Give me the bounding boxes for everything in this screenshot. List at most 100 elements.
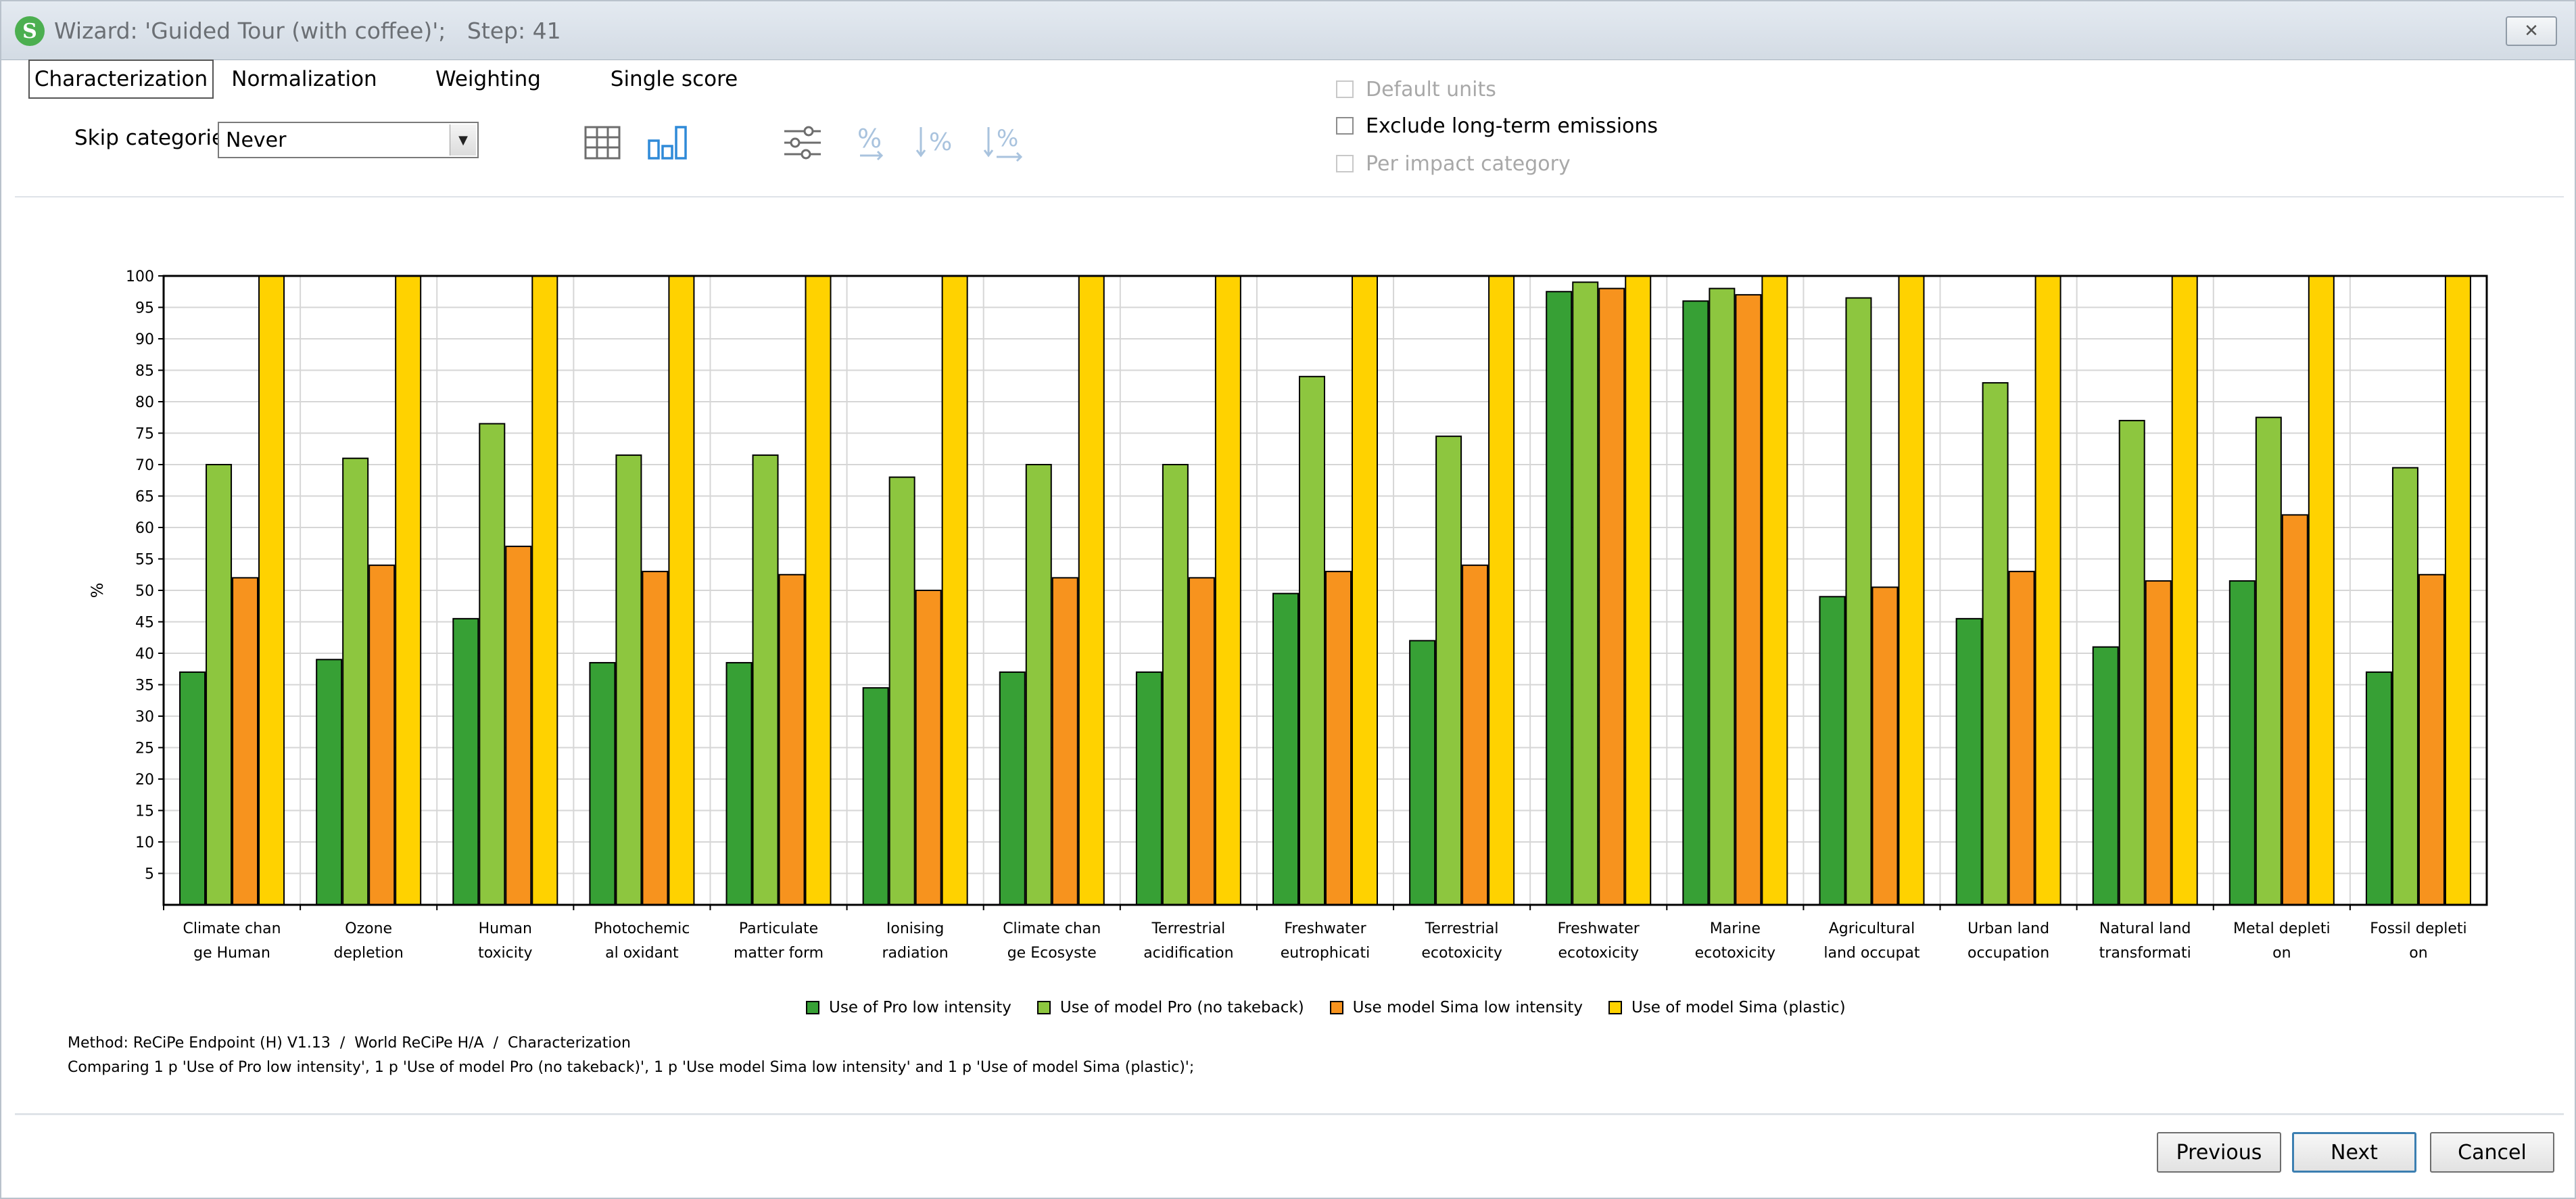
bar-1-1 (179, 671, 206, 906)
bar-1-14 (1955, 617, 1982, 906)
bar-1-10 (1409, 640, 1436, 906)
sliders-icon[interactable] (780, 120, 825, 165)
legend-swatch-s2 (1036, 1001, 1051, 1014)
plot-frame (162, 275, 2488, 906)
default-units-checkbox[interactable]: Default units (1336, 76, 1496, 103)
default-units-label: Default units (1366, 77, 1496, 101)
bar-3-12 (1735, 293, 1762, 906)
x-tick-label: on (2409, 945, 2427, 962)
bar-2-15 (2118, 419, 2145, 906)
x-tick-label: land occupat (1823, 945, 1920, 962)
bar-3-9 (1325, 571, 1352, 906)
svg-text:%: % (929, 128, 952, 156)
bar-3-5 (778, 573, 805, 906)
previous-button[interactable]: Previous (2157, 1132, 2281, 1173)
skip-categories-select[interactable]: Never ▼ (218, 122, 479, 158)
chevron-down-icon[interactable]: ▼ (450, 124, 476, 156)
comparing-info: Comparing 1 p 'Use of Pro low intensity'… (68, 1059, 1195, 1076)
per-impact-category-checkbox[interactable]: Per impact category (1336, 150, 1571, 177)
x-tick-label: Climate chan (1003, 920, 1101, 937)
tab-characterization[interactable]: Characterization (28, 60, 214, 99)
legend-item-s3: Use model Sima low intensity (1329, 999, 1583, 1016)
bar-2-7 (1025, 464, 1052, 906)
bar-4-2 (395, 275, 422, 906)
x-tick-label: Freshwater (1558, 920, 1640, 937)
app-logo-icon: S (15, 16, 45, 46)
bar-1-12 (1682, 300, 1709, 906)
percent-icon[interactable]: % (849, 120, 894, 165)
bar-2-1 (206, 464, 233, 906)
bar-1-6 (862, 687, 889, 906)
svg-text:%: % (857, 124, 882, 154)
characterization-bar-chart: 5 10 15 20 25 30 35 40 45 50 55 60 65 70 75 80 85 90 95 100… (88, 268, 2488, 962)
y-tick-label: 15 (135, 803, 154, 820)
bar-2-14 (1982, 382, 2009, 906)
y-tick-label: 25 (135, 740, 154, 757)
y-tick-label: 90 (135, 331, 154, 348)
next-button[interactable]: Next (2292, 1132, 2416, 1173)
bar-2-2 (342, 457, 369, 906)
tab-weighting[interactable]: Weighting (435, 67, 541, 91)
y-tick-label: 95 (135, 300, 154, 317)
y-axis-label: % (88, 583, 107, 598)
bar-3-1 (232, 577, 259, 906)
exclude-long-term-checkbox[interactable]: Exclude long-term emissions (1336, 112, 1658, 139)
previous-button-label: Previous (2176, 1140, 2262, 1165)
y-tick-label: 55 (135, 552, 154, 569)
y-tick-label: 70 (135, 457, 154, 474)
bar-4-10 (1488, 275, 1515, 906)
legend-item-s1: Use of Pro low intensity (806, 999, 1011, 1016)
x-tick-label: ge Human (193, 945, 270, 962)
bar-chart-icon[interactable] (645, 120, 690, 165)
sort-percent-alt-icon[interactable]: % (982, 120, 1026, 165)
x-tick-label: Terrestrial (1151, 920, 1225, 937)
bar-3-4 (642, 571, 669, 906)
x-tick-label: ecotoxicity (1695, 945, 1776, 962)
x-tick-label: occupation (1967, 945, 2049, 962)
bar-4-9 (1352, 275, 1378, 906)
bar-4-12 (1761, 275, 1788, 906)
y-tick-label: 75 (135, 426, 154, 443)
cancel-button-label: Cancel (2458, 1140, 2527, 1165)
bar-2-4 (615, 454, 642, 906)
legend-item-s4: Use of model Sima (plastic) (1608, 999, 1846, 1016)
bar-2-9 (1299, 375, 1325, 906)
tab-single-score[interactable]: Single score (610, 67, 738, 91)
default-units-box[interactable] (1336, 80, 1354, 98)
bar-3-17 (2418, 573, 2445, 906)
bar-1-9 (1272, 592, 1299, 906)
exclude-long-term-label: Exclude long-term emissions (1366, 114, 1659, 138)
bar-1-13 (1819, 596, 1846, 906)
x-tick-label: Climate chan (183, 920, 281, 937)
x-tick-label: ecotoxicity (1421, 945, 1502, 962)
bar-1-8 (1135, 671, 1162, 906)
bar-4-14 (2034, 275, 2061, 906)
bar-4-15 (2171, 275, 2198, 906)
title-bar: S Wizard: 'Guided Tour (with coffee)'; S… (1, 1, 2575, 60)
bar-4-1 (258, 275, 285, 906)
table-icon[interactable] (580, 120, 625, 165)
y-tick-label: 40 (135, 646, 154, 663)
bar-2-12 (1709, 287, 1736, 906)
per-impact-category-box[interactable] (1336, 155, 1354, 172)
x-tick-label: Agricultural (1829, 920, 1915, 937)
exclude-long-term-box[interactable] (1336, 117, 1354, 135)
legend-swatch-s1 (806, 1001, 819, 1014)
y-tick-label: 10 (135, 834, 154, 851)
x-tick-label: Human (479, 920, 532, 937)
bar-4-4 (668, 275, 695, 906)
bar-4-11 (1625, 275, 1652, 906)
x-tick-label: Urban land (1967, 920, 2049, 937)
x-tick-label: ge Ecosyste (1007, 945, 1097, 962)
y-tick-label: 30 (135, 709, 154, 726)
sort-percent-icon[interactable]: % (914, 120, 959, 165)
bar-4-13 (1898, 275, 1925, 906)
per-impact-category-label: Per impact category (1366, 151, 1571, 176)
toolbar-divider (15, 196, 2564, 197)
bar-1-11 (1546, 291, 1573, 906)
close-button[interactable]: ✕ (2506, 16, 2557, 46)
bar-1-3 (452, 617, 479, 906)
cancel-button[interactable]: Cancel (2430, 1132, 2554, 1173)
tab-normalization[interactable]: Normalization (231, 67, 377, 91)
bar-2-10 (1435, 436, 1462, 906)
